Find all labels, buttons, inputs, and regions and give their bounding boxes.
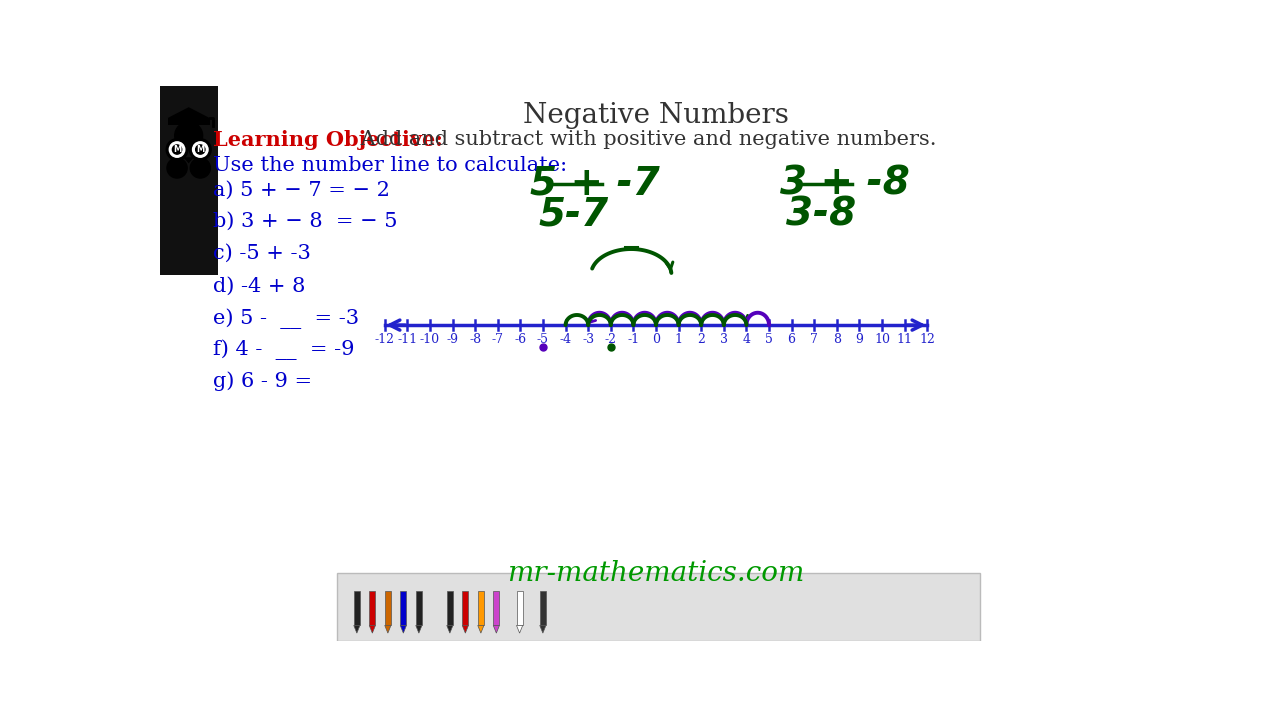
Text: Learning Objective:: Learning Objective: (212, 130, 443, 150)
Text: b) 3 + − 8  = − 5: b) 3 + − 8 = − 5 (212, 212, 397, 231)
Bar (369, 590, 375, 626)
Circle shape (166, 158, 187, 178)
Polygon shape (168, 107, 210, 118)
Bar (353, 590, 360, 626)
Text: g) 6 - 9 =: g) 6 - 9 = (212, 372, 312, 391)
Text: -4: -4 (559, 333, 572, 346)
Text: M: M (173, 145, 182, 154)
Polygon shape (493, 626, 499, 633)
Text: -10: -10 (420, 333, 440, 346)
Text: e) 5 -  __  = -3: e) 5 - __ = -3 (212, 308, 358, 329)
Text: -11: -11 (397, 333, 417, 346)
Polygon shape (517, 626, 522, 633)
Text: 1: 1 (675, 333, 682, 346)
Text: c) -5 + -3: c) -5 + -3 (212, 244, 311, 264)
Text: 5: 5 (765, 333, 773, 346)
Text: 2: 2 (698, 333, 705, 346)
Circle shape (192, 142, 209, 157)
Polygon shape (401, 626, 407, 633)
Text: -12: -12 (375, 333, 394, 346)
Text: -5: -5 (538, 333, 549, 346)
Bar (416, 590, 422, 626)
Text: 8: 8 (833, 333, 841, 346)
Bar (477, 590, 484, 626)
Polygon shape (385, 626, 390, 633)
Text: 11: 11 (897, 333, 913, 346)
Text: Use the number line to calculate:: Use the number line to calculate: (212, 156, 567, 175)
Circle shape (169, 142, 184, 157)
Text: a) 5 + − 7 = − 2: a) 5 + − 7 = − 2 (212, 181, 389, 200)
Text: M: M (196, 145, 205, 154)
Circle shape (166, 139, 188, 161)
Bar (401, 590, 407, 626)
Circle shape (173, 145, 182, 154)
Text: 7: 7 (810, 333, 818, 346)
Text: f) 4 -  __  = -9: f) 4 - __ = -9 (212, 339, 355, 359)
Text: Negative Numbers: Negative Numbers (524, 102, 788, 129)
Text: 4: 4 (742, 333, 750, 346)
Circle shape (191, 158, 210, 178)
Text: -3: -3 (582, 333, 594, 346)
Bar (337, 573, 980, 641)
Text: -9: -9 (447, 333, 458, 346)
Text: -6: -6 (515, 333, 526, 346)
Text: 10: 10 (874, 333, 890, 346)
Text: d) -4 + 8: d) -4 + 8 (212, 276, 305, 296)
Polygon shape (353, 626, 360, 633)
Text: 0: 0 (652, 333, 660, 346)
Bar (462, 590, 468, 626)
Circle shape (175, 122, 202, 150)
Polygon shape (477, 626, 484, 633)
Bar (168, 118, 210, 125)
Text: 5-7: 5-7 (538, 196, 608, 234)
Bar (385, 590, 390, 626)
Bar (160, 86, 218, 275)
Text: 12: 12 (919, 333, 936, 346)
Bar (493, 590, 499, 626)
Bar (517, 590, 522, 626)
Text: 6: 6 (787, 333, 796, 346)
Text: 5 + -7: 5 + -7 (530, 165, 660, 203)
Text: mr-mathematics.com: mr-mathematics.com (507, 560, 805, 587)
Text: 3-8: 3-8 (786, 196, 856, 234)
Polygon shape (416, 626, 422, 633)
Text: -8: -8 (468, 333, 481, 346)
Polygon shape (462, 626, 468, 633)
Text: -7: -7 (492, 333, 504, 346)
Polygon shape (447, 626, 453, 633)
Text: -2: -2 (604, 333, 617, 346)
Text: 3: 3 (719, 333, 728, 346)
Text: -1: -1 (627, 333, 640, 346)
Circle shape (196, 145, 205, 154)
Text: 3 + -8: 3 + -8 (780, 165, 910, 203)
Polygon shape (369, 626, 375, 633)
Polygon shape (540, 626, 547, 633)
Bar (540, 590, 547, 626)
Bar (447, 590, 453, 626)
Polygon shape (183, 157, 195, 163)
Text: 9: 9 (855, 333, 864, 346)
Circle shape (189, 139, 211, 161)
Text: Add and subtract with positive and negative numbers.: Add and subtract with positive and negat… (353, 130, 936, 149)
